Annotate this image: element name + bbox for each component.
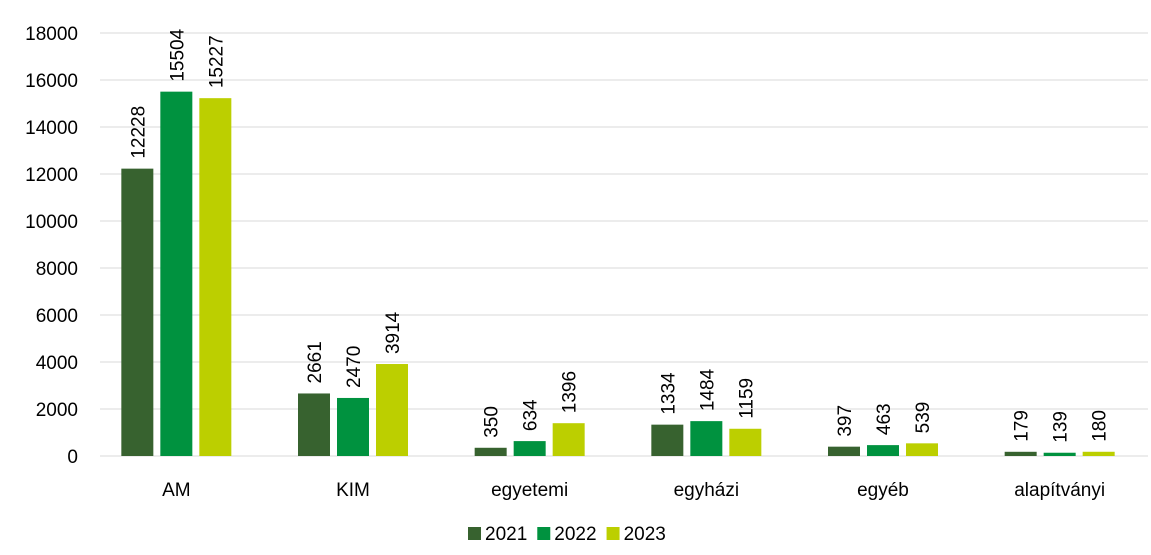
data-label: 15227 <box>206 35 227 88</box>
y-tick-label: 2000 <box>36 400 78 421</box>
data-label: 1484 <box>697 368 718 411</box>
data-label: 1334 <box>658 372 679 415</box>
data-label: 463 <box>874 403 895 435</box>
bar <box>651 424 684 456</box>
bar <box>337 397 369 456</box>
y-tick-label: 14000 <box>25 118 78 139</box>
data-label: 350 <box>482 406 503 438</box>
y-tick-label: 18000 <box>25 24 78 45</box>
bar <box>513 441 546 456</box>
bar <box>474 447 507 456</box>
data-label: 179 <box>1012 410 1033 442</box>
data-label: 1396 <box>560 371 581 413</box>
bar <box>121 168 154 456</box>
bar <box>1043 452 1076 456</box>
data-label: 2661 <box>305 341 326 383</box>
x-tick-label: egyházi <box>674 480 740 501</box>
data-label: 15504 <box>167 28 188 81</box>
bar <box>867 445 899 456</box>
bar <box>1082 451 1115 456</box>
y-tick-label: 0 <box>67 447 78 468</box>
bar <box>160 91 193 456</box>
data-label: 539 <box>913 402 934 434</box>
x-tick-label: egyetemi <box>491 480 568 501</box>
bar <box>828 446 860 456</box>
legend-label: 2022 <box>554 524 596 545</box>
x-tick-label: alapítványi <box>1014 480 1105 501</box>
data-label: 1159 <box>736 378 757 419</box>
bar <box>298 393 330 456</box>
y-tick-label: 4000 <box>36 353 78 374</box>
data-label: 180 <box>1090 410 1111 442</box>
x-tick-label: egyéb <box>857 480 909 501</box>
legend-label: 2023 <box>624 524 666 545</box>
data-label: 397 <box>835 405 856 437</box>
bar <box>199 98 232 456</box>
bar <box>1004 451 1037 456</box>
data-label: 3914 <box>383 311 404 354</box>
y-tick-label: 8000 <box>36 259 78 280</box>
data-label: 2470 <box>344 346 365 388</box>
data-label: 139 <box>1051 411 1072 443</box>
data-label: 12228 <box>128 106 149 159</box>
y-tick-label: 10000 <box>25 212 78 233</box>
bar <box>729 428 762 456</box>
bar <box>690 421 723 456</box>
data-label: 634 <box>521 399 542 431</box>
legend-swatch <box>606 527 620 540</box>
legend-swatch <box>537 527 551 540</box>
y-tick-label: 12000 <box>25 165 78 186</box>
legend-swatch <box>468 527 481 540</box>
x-tick-label: AM <box>162 480 191 501</box>
y-tick-label: 16000 <box>25 71 78 92</box>
x-tick-label: KIM <box>336 480 370 501</box>
y-tick-label: 6000 <box>36 306 78 327</box>
bar <box>906 443 938 456</box>
bar <box>552 423 585 456</box>
legend-label: 2021 <box>485 524 527 545</box>
bar <box>376 364 408 456</box>
